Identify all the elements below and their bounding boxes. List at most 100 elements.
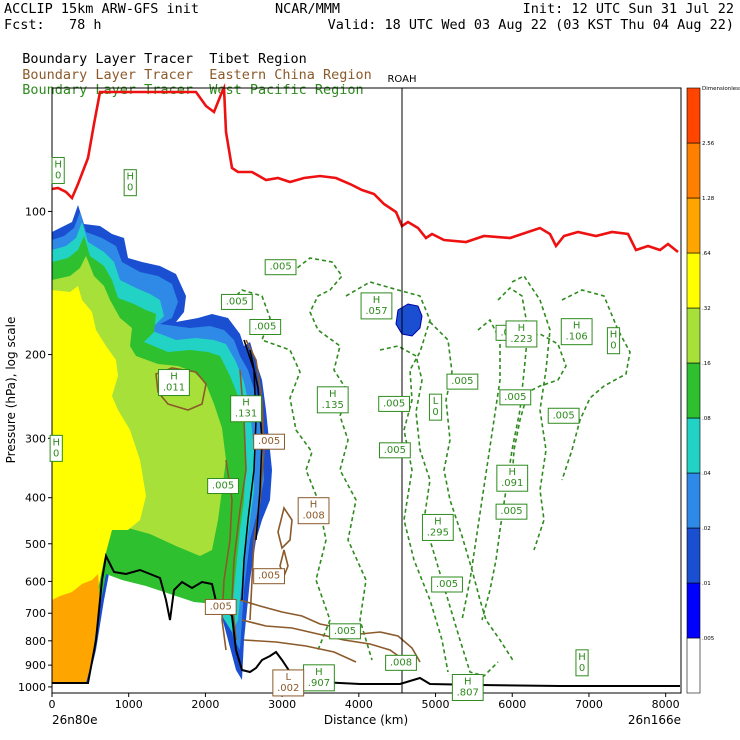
colorbar-swatch <box>686 307 701 364</box>
x-tick-label: 3000 <box>268 698 296 711</box>
station-label: ROAH <box>387 74 416 85</box>
annotation-text: H .008 <box>302 500 324 522</box>
header-center-line1: NCAR/MMM <box>275 1 341 17</box>
annotation-line: .005 <box>436 579 458 590</box>
shading-orange <box>52 574 100 683</box>
x-tick-label: 5000 <box>422 698 450 711</box>
annotation-box <box>495 503 528 520</box>
annotation-box <box>204 598 237 615</box>
annotation-line: .008 <box>302 511 324 522</box>
annotation-box <box>575 649 589 677</box>
annotation-box <box>421 513 454 541</box>
contour-annotation: H .223 <box>505 320 538 348</box>
contour-annotation: H .008 <box>297 497 330 525</box>
annotation-line: .005 <box>384 445 406 456</box>
contour-annotation: .005 <box>249 318 282 335</box>
annotation-line: .005 <box>254 321 276 332</box>
contour-annotation: H .135 <box>316 386 349 414</box>
plot-frame <box>51 87 682 694</box>
annotation-line: .807 <box>457 688 479 699</box>
colorbar-label: .005 <box>702 636 715 642</box>
y-tick-label: 700 <box>25 607 46 620</box>
x-start-label: 26n80e <box>52 713 98 727</box>
contour-annotation: .005 <box>378 442 411 459</box>
annotation-line: 0 <box>53 448 59 459</box>
x-tick-label: 6000 <box>498 698 526 711</box>
contour-annotation: H .131 <box>230 395 262 423</box>
y-tick-label: 400 <box>25 492 46 505</box>
annotation-box <box>303 664 335 692</box>
annotation-box <box>230 395 262 423</box>
annotation-box <box>499 389 532 406</box>
annotation-text: .005 <box>258 571 280 582</box>
annotation-text: .005 <box>269 262 291 273</box>
annotation-box <box>207 478 239 495</box>
annotation-line: H <box>610 330 618 341</box>
header-left-line2: Fcst: 78 h <box>4 17 102 33</box>
contour-annotation: .005 <box>204 598 237 615</box>
contour-annotation: .005 <box>378 395 411 412</box>
annotation-box <box>451 674 484 702</box>
annotation-box <box>249 318 282 335</box>
contour-annotation: H .057 <box>360 292 393 320</box>
annotation-line: .005 <box>334 626 356 637</box>
annotation-box <box>158 369 190 397</box>
annotation-box <box>446 373 479 390</box>
y-tick-label: 500 <box>25 538 46 551</box>
annotation-box <box>606 327 621 355</box>
annotation-line: L <box>285 672 291 683</box>
tropopause-line <box>51 82 679 254</box>
annotation-box <box>329 623 361 640</box>
annotation-line: .008 <box>390 657 412 668</box>
annotation-text: .005 <box>258 436 280 447</box>
annotation-text: .005 <box>226 296 248 307</box>
annotation-line: H <box>329 389 337 400</box>
annotation-text: H .807 <box>457 677 479 699</box>
annotation-text: H .295 <box>427 516 449 538</box>
annotation-box <box>385 654 417 671</box>
tracer-tibet-name: Boundary Layer Tracer <box>22 51 193 67</box>
tracer-tibet-region: Tibet Region <box>209 51 307 67</box>
contour-annotation: H .091 <box>496 464 529 492</box>
tracer-eastern-china-region: Eastern China Region <box>209 67 372 83</box>
contour-annotation: .005 <box>253 433 285 450</box>
annotation-line: .091 <box>501 478 523 489</box>
annotation-text: H .106 <box>566 321 588 343</box>
annotation-box <box>431 576 463 593</box>
annotation-text: .005 <box>504 392 526 403</box>
contour-annotation: .005 <box>220 293 253 310</box>
annotation-text: .008 <box>390 657 412 668</box>
annotation-line: .005 <box>258 571 280 582</box>
annotation-text: H .011 <box>163 372 185 394</box>
contour-annotation: H .907 <box>303 664 335 692</box>
annotation-text: .005 <box>436 579 458 590</box>
annotation-box <box>272 669 305 697</box>
header-left-line1: ACCLIP 15km ARW-GFS init <box>4 1 200 17</box>
annotation-text: .005 <box>553 410 575 421</box>
annotation-box <box>316 386 349 414</box>
x-tick-label: 1000 <box>115 698 143 711</box>
annotation-line: .002 <box>277 683 299 694</box>
annotation-line: H <box>170 372 178 383</box>
annotation-line: .005 <box>269 262 291 273</box>
y-tick-label: 800 <box>25 635 46 648</box>
annotation-line: .005 <box>226 296 248 307</box>
west-pacific-contours <box>231 257 631 677</box>
header-right-line2: Valid: 18 UTC Wed 03 Aug 22 (03 KST Thu … <box>327 17 734 33</box>
tracer-eastern-china: Boundary Layer Tracer Eastern China Regi… <box>6 51 372 83</box>
annotation-text: .005 <box>212 481 234 492</box>
annotation-line: H <box>573 321 581 332</box>
x-end-label: 26n166e <box>628 713 681 727</box>
tracer-tibet: Boundary Layer Tracer Tibet Region <box>6 35 307 67</box>
annotation-line: .005 <box>210 601 232 612</box>
x-tick-label: 4000 <box>345 698 373 711</box>
x-tick-label: 8000 <box>652 698 680 711</box>
